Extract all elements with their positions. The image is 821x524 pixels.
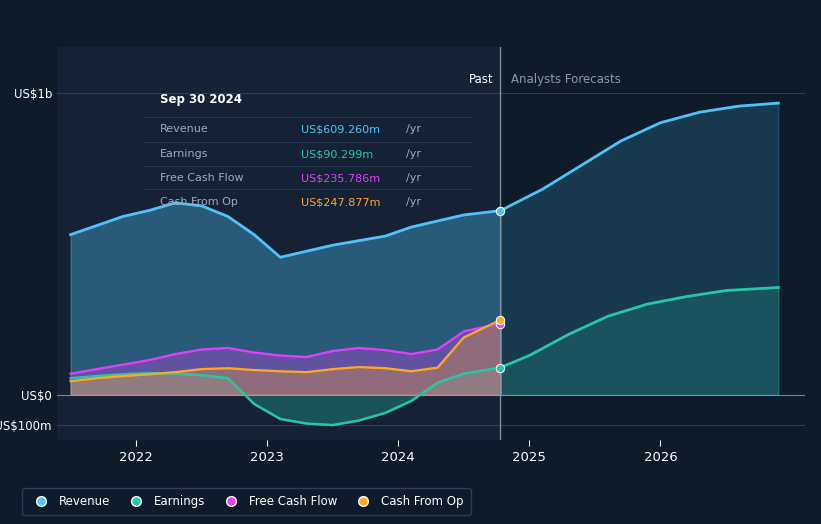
- Legend: Revenue, Earnings, Free Cash Flow, Cash From Op: Revenue, Earnings, Free Cash Flow, Cash …: [22, 488, 470, 516]
- Text: /yr: /yr: [406, 149, 421, 159]
- Text: US$235.786m: US$235.786m: [301, 173, 380, 183]
- Text: Sep 30 2024: Sep 30 2024: [160, 93, 242, 106]
- Text: /yr: /yr: [406, 124, 421, 134]
- Text: Free Cash Flow: Free Cash Flow: [160, 173, 244, 183]
- Text: Analysts Forecasts: Analysts Forecasts: [511, 73, 621, 86]
- Text: US$90.299m: US$90.299m: [301, 149, 374, 159]
- Text: Revenue: Revenue: [160, 124, 209, 134]
- Text: /yr: /yr: [406, 173, 421, 183]
- Text: US$609.260m: US$609.260m: [301, 124, 380, 134]
- Text: Past: Past: [470, 73, 494, 86]
- Bar: [501, 47, 805, 440]
- Text: Earnings: Earnings: [160, 149, 209, 159]
- Text: US$247.877m: US$247.877m: [301, 197, 381, 207]
- Text: /yr: /yr: [406, 197, 421, 207]
- Text: Cash From Op: Cash From Op: [160, 197, 238, 207]
- Bar: [57, 47, 501, 440]
